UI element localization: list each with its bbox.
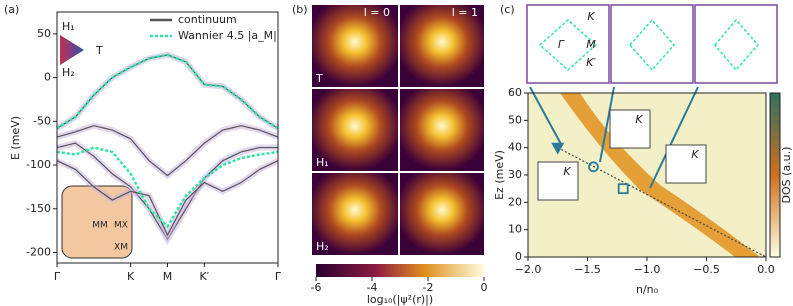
colorbar-tick-label: -4	[367, 281, 378, 294]
legend-label: continuum	[178, 13, 237, 26]
arrows	[529, 86, 699, 189]
colorbar-tick-label: -6	[311, 281, 322, 294]
point-label: K	[635, 113, 643, 126]
inset-label: H₂	[62, 66, 75, 79]
band-halo	[55, 51, 280, 131]
inset-label: H₁	[62, 20, 75, 33]
x-tick-label: Γ	[54, 270, 61, 283]
plot-frame	[56, 11, 279, 264]
marker	[551, 142, 565, 155]
x-tick-label: K	[127, 270, 135, 283]
panel-label: (c)	[500, 3, 515, 16]
marker	[588, 161, 599, 173]
y-tick-label: 30	[508, 168, 522, 181]
colorbar-tick-label: 0	[481, 281, 488, 294]
x-axis-label: n/n₀	[636, 283, 659, 296]
x-tick-label: −0.5	[693, 263, 720, 276]
point-label: K	[691, 148, 699, 161]
colorbar-label: log₁₀(|ψ²(r)|)	[367, 293, 433, 306]
point-label: K	[563, 165, 571, 178]
x-tick-label: −1.5	[574, 263, 601, 276]
y-tick-label: -50	[33, 114, 51, 127]
panel-label: (b)	[292, 3, 308, 16]
y-tick-label: -150	[26, 202, 51, 215]
lattice-insets	[526, 4, 778, 84]
band-line	[56, 53, 279, 130]
y-tick-label: 50	[37, 27, 51, 40]
legend-label: Wannier 4.5 |a_M|	[178, 29, 277, 42]
wavefunction-images	[312, 5, 484, 255]
x-tick-label: −2.0	[515, 263, 542, 276]
x-tick-label: K′	[199, 270, 209, 283]
inset-label: T	[95, 44, 103, 57]
y-tick-label: 40	[508, 141, 522, 154]
marker	[617, 183, 629, 195]
colorbar	[769, 92, 781, 258]
plot-frame	[527, 92, 767, 258]
y-tick-label: 0	[515, 250, 522, 263]
band-line	[56, 54, 279, 129]
x-tick-label: Γ	[275, 270, 282, 283]
point-insets	[537, 109, 707, 201]
y-tick-label: 60	[508, 86, 522, 99]
y-axis-label: Ez (meV)	[493, 150, 506, 200]
y-tick-label: 20	[508, 195, 522, 208]
site-label: MX	[114, 221, 128, 231]
site-label: XM	[114, 243, 128, 253]
column-label: l = 1	[452, 6, 478, 19]
x-tick-label: M	[163, 270, 173, 283]
band-line	[56, 160, 279, 237]
x-tick-label: 0.0	[757, 263, 775, 276]
colorbar	[316, 264, 484, 277]
inset-label: K′	[586, 56, 596, 69]
inset-label: K	[587, 10, 595, 23]
column-label: l = 0	[364, 6, 390, 19]
inset-label: M	[586, 38, 596, 51]
panel-label: (a)	[4, 3, 19, 16]
y-tick-label: 10	[508, 223, 522, 236]
band-line	[56, 146, 279, 229]
colorbar-tick-label: -2	[423, 281, 434, 294]
x-tick-label: −1.0	[634, 263, 661, 276]
row-label: T	[315, 72, 323, 85]
row-label: H₁	[316, 156, 329, 169]
y-tick-label: -100	[26, 158, 51, 171]
inset-label: Γ	[558, 38, 565, 51]
colorbar-label: DOS (a.u.)	[780, 147, 793, 204]
y-tick-label: 0	[44, 71, 51, 84]
band-line	[56, 125, 279, 177]
y-axis-label: E (meV)	[9, 116, 22, 160]
y-tick-label: 50	[508, 113, 522, 126]
site-label: MM	[92, 221, 108, 231]
dashed-line	[557, 147, 767, 258]
inset-triangle	[60, 35, 84, 65]
row-label: H₂	[316, 240, 329, 253]
y-tick-label: -200	[26, 246, 51, 259]
